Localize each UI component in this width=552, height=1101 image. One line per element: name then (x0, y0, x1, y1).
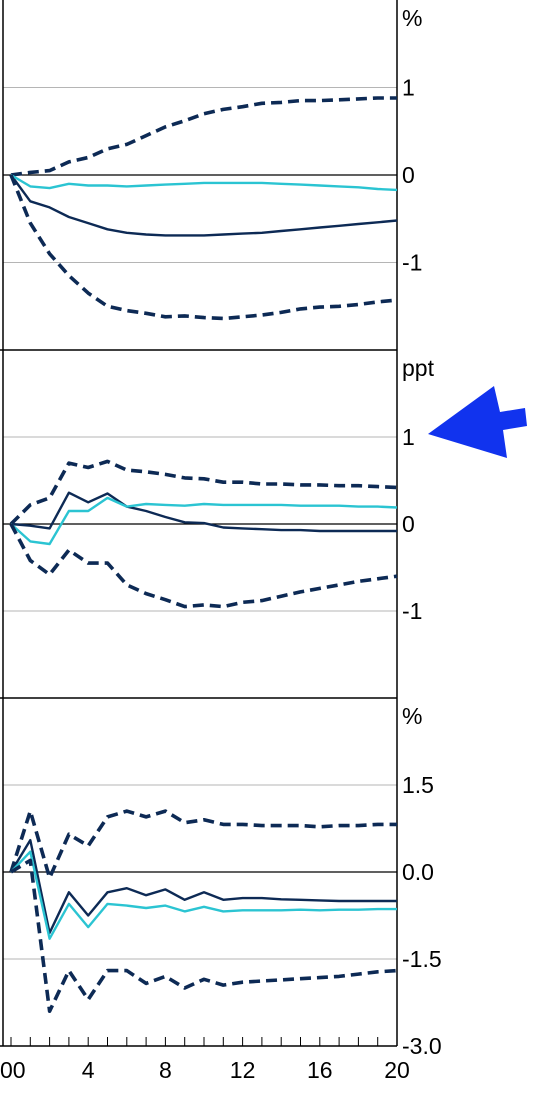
confidence-band-line (9, 459, 398, 526)
x-tick-label: 20 (384, 1057, 410, 1083)
response-line (10, 173, 398, 192)
frame-layer (0, 0, 398, 1047)
x-tick-label: 12 (230, 1057, 256, 1083)
response-line (10, 850, 397, 940)
confidence-band-line (10, 858, 398, 1014)
series-layer (9, 96, 398, 1014)
x-tick-label: 00 (0, 1057, 26, 1083)
y-tick-label: 1.5 (402, 772, 434, 798)
response-line (10, 496, 398, 546)
y-tick-label: 0 (402, 511, 415, 537)
confidence-band-line (10, 96, 397, 177)
y-tick-label: -1 (402, 598, 422, 624)
x-tick-label: 4 (82, 1057, 95, 1083)
y-tick-label: 1 (402, 75, 415, 101)
unit-label: ppt (402, 355, 435, 381)
y-tick-label: 0 (402, 162, 415, 188)
confidence-band-line (9, 174, 398, 321)
response-line (10, 174, 398, 237)
response-line (9, 838, 397, 935)
confidence-band-line (9, 809, 397, 880)
confidence-band-line (9, 523, 398, 609)
unit-label: % (402, 703, 422, 729)
arrow-annotation (428, 386, 527, 458)
x-tick-label: 16 (307, 1057, 333, 1083)
label-layer: 1 0 -1% 1 0 -1 ppt 1.5 0.0 -1.5 -3.0% 00 4 8 12 16 20 (0, 5, 442, 1083)
x-tick-label: 8 (159, 1057, 172, 1083)
response-line (10, 491, 397, 533)
unit-label: % (402, 5, 422, 31)
y-tick-label: 1 (402, 424, 415, 450)
y-tick-label: -1 (402, 250, 422, 276)
y-tick-label: -1.5 (402, 946, 442, 972)
arrow-pointer-icon (428, 386, 527, 458)
y-tick-label: 0.0 (402, 859, 434, 885)
y-tick-label: -3.0 (402, 1033, 442, 1059)
